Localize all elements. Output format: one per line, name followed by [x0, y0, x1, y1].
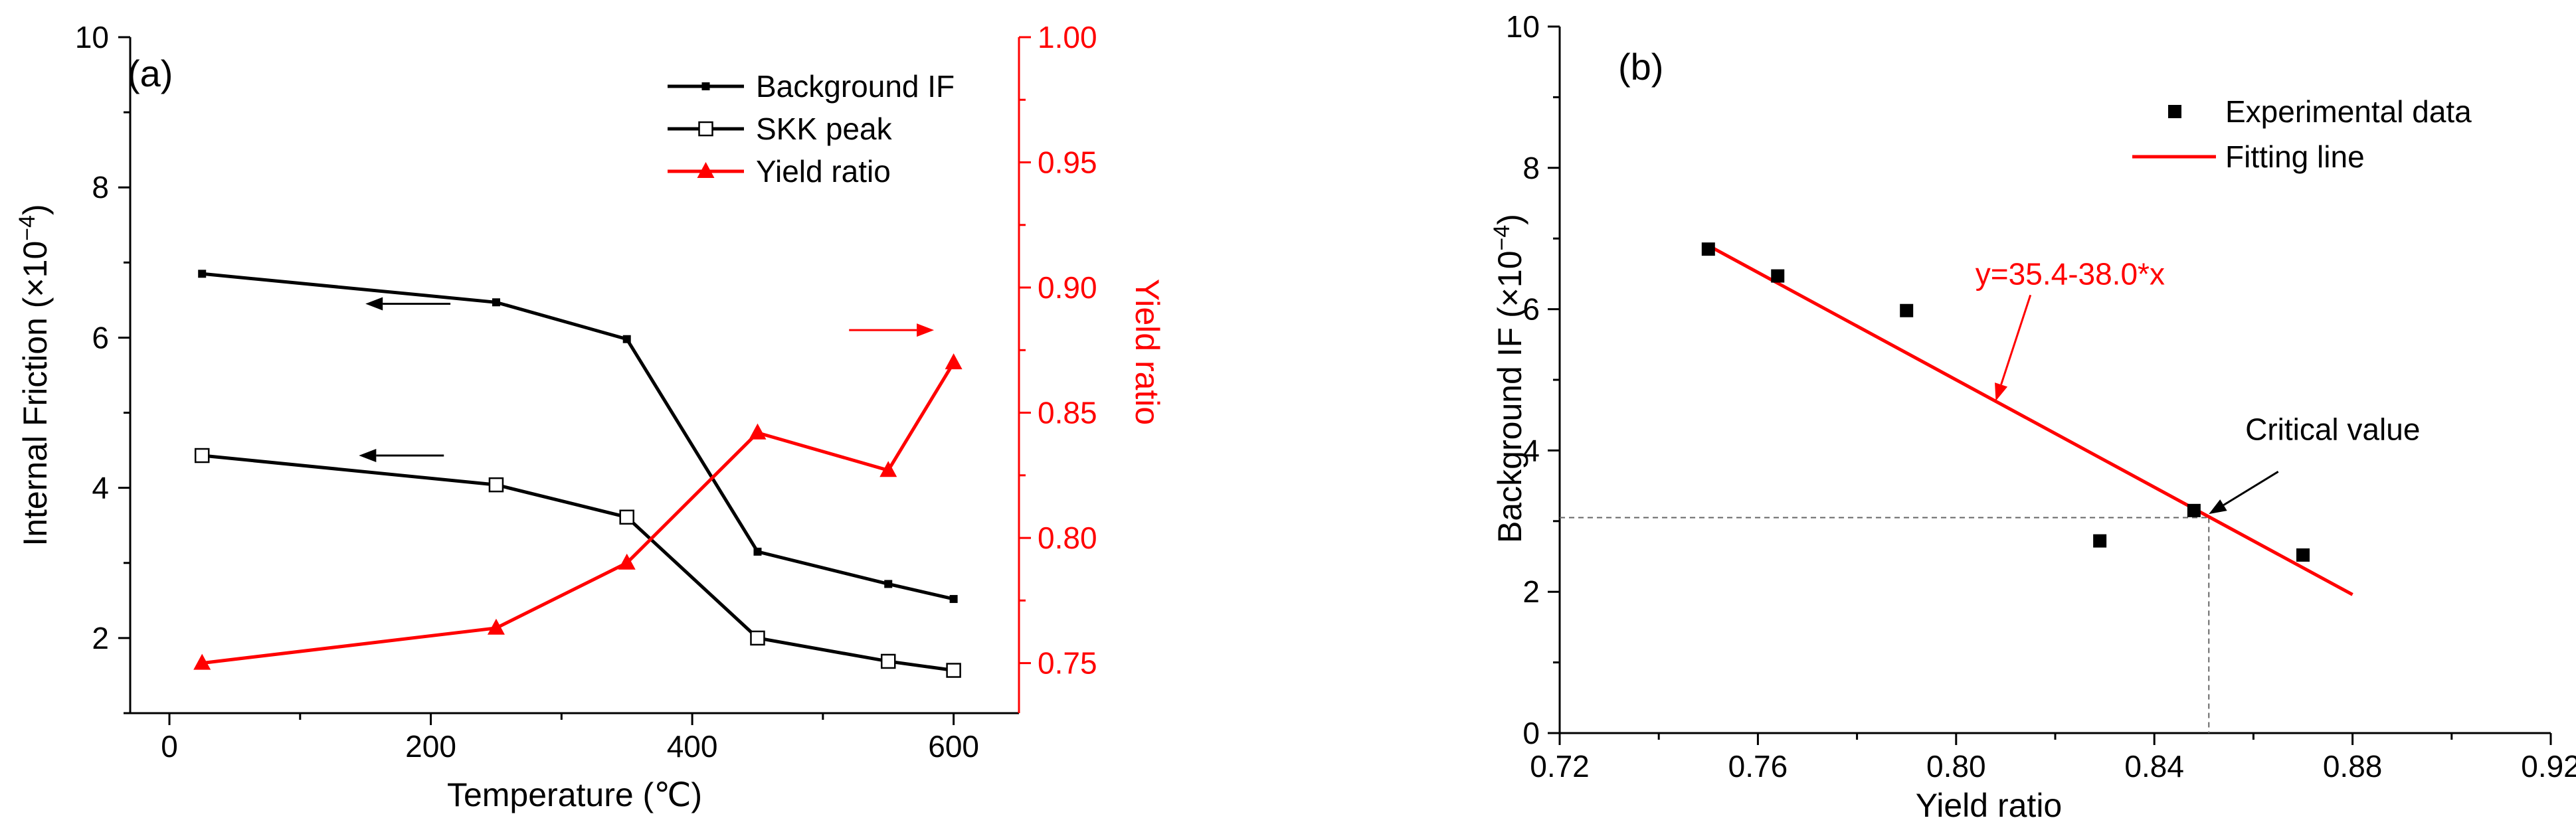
y2-tick-label: 0.95: [1038, 145, 1097, 180]
x-tick-label: 0.84: [2124, 749, 2184, 784]
panel-b: 0.72 0.76 0.80 0.84 0.88 0.92 0 2 4 6 8 10 Yield rat…: [1489, 9, 2576, 824]
x-tick-label: 600: [928, 729, 979, 764]
annotation-text-0: y=35.4-38.0*x: [1976, 256, 2165, 291]
fitting-line: [1707, 244, 2353, 596]
legend-marker: [698, 121, 713, 137]
x-tick-label: 400: [667, 729, 718, 764]
x-tick-label: 0.72: [1530, 749, 1590, 784]
y-tick-label: 4: [92, 471, 109, 505]
y-tick-label: 10: [75, 20, 109, 54]
y-tick-label: 10: [1506, 9, 1540, 44]
y-axis-title: Background IF (×10−4): [1489, 214, 1528, 543]
data-point: [619, 509, 634, 525]
data-point: [198, 270, 207, 278]
x-tick-label: 0.92: [2521, 749, 2576, 784]
data-point: [753, 547, 762, 556]
annotation-arrow-0-head: [365, 297, 383, 311]
data-point: [194, 448, 210, 463]
legend-label: SKK peak: [756, 112, 893, 146]
data-point: [2296, 548, 2310, 562]
panel-label: (b): [1618, 46, 1663, 88]
y-tick-label: 2: [92, 621, 109, 655]
y-tick-label: 0: [1522, 716, 1540, 750]
y-axis-title: Internal Friction (×10−4): [15, 204, 54, 546]
y-tick-label: 4: [1522, 433, 1540, 467]
legend-label: Fitting line: [2225, 139, 2365, 174]
x-tick-label: 0.80: [1926, 749, 1986, 784]
panel-label: (a): [128, 52, 173, 94]
y-tick-label: 2: [1522, 574, 1540, 609]
y-tick-label: 6: [92, 320, 109, 355]
y2-tick-label: 0.80: [1038, 521, 1097, 555]
x-tick-label: 0.76: [1728, 749, 1788, 784]
x-tick-label: 0.88: [2323, 749, 2383, 784]
data-point: [946, 663, 961, 678]
y2-tick-label: 0.85: [1038, 396, 1097, 430]
data-point: [880, 653, 896, 669]
data-point: [622, 335, 631, 343]
annotation-arrow-1-shaft: [2000, 294, 2032, 385]
data-point: [2093, 534, 2107, 548]
series-line-0: [201, 272, 955, 601]
annotation-text-2: Critical value: [2245, 412, 2420, 446]
legend-marker: [697, 162, 715, 178]
y-tick-label: 6: [1522, 292, 1540, 327]
data-point: [492, 298, 500, 307]
annotation-arrow-1-head: [1995, 382, 2008, 401]
legend-marker: [2168, 105, 2181, 118]
data-point: [750, 630, 765, 646]
legend-label: Background IF: [756, 69, 955, 104]
x-tick-label: 200: [405, 729, 456, 764]
y2-axis-title: Yield ratio: [1129, 279, 1166, 425]
data-point: [488, 477, 504, 493]
annotation-arrow-2-head: [917, 323, 935, 337]
y-tick-label: 8: [1522, 151, 1540, 185]
panel-a: 0 200 400 600 2 4 6 8 10 0.75 0.80 0.85 0.90 0.95 1.00…: [15, 20, 1166, 813]
x-axis-title: Yield ratio: [1916, 787, 2062, 824]
annotation-arrow-1-head: [359, 449, 377, 463]
data-point: [884, 580, 893, 588]
annotation-arrow-3-shaft: [2223, 471, 2279, 506]
series-line-2: [201, 361, 955, 665]
data-point: [949, 595, 958, 604]
x-axis-title: Temperature (℃): [447, 776, 702, 813]
y2-tick-label: 0.90: [1038, 270, 1097, 305]
data-point: [749, 423, 767, 440]
y-tick-label: 8: [92, 170, 109, 205]
y2-tick-label: 1.00: [1038, 20, 1097, 54]
y2-tick-label: 0.75: [1038, 646, 1097, 681]
data-point: [487, 618, 505, 635]
data-point: [193, 653, 211, 670]
legend-label: Experimental data: [2225, 94, 2472, 129]
data-point: [618, 553, 636, 570]
annotation-arrow-3-head: [2209, 499, 2227, 515]
legend-label: Yield ratio: [756, 154, 891, 189]
data-point: [879, 461, 897, 477]
data-point: [1900, 303, 1914, 317]
data-point: [2187, 503, 2201, 517]
legend-marker: [701, 82, 710, 90]
x-tick-label: 0: [161, 729, 178, 764]
data-point: [945, 353, 963, 370]
data-point: [1771, 269, 1785, 283]
series-line-1: [201, 454, 954, 673]
data-point: [1701, 242, 1715, 256]
